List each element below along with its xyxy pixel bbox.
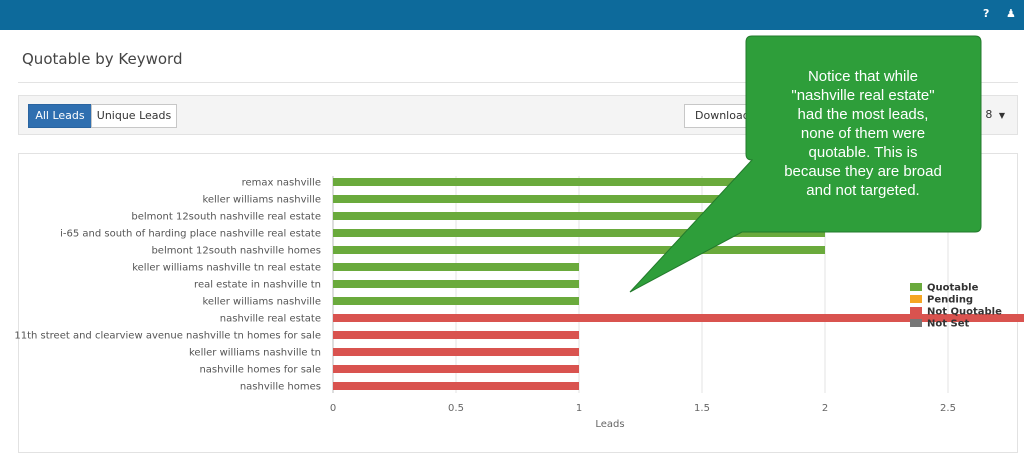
bar[interactable] [333,195,825,203]
chevron-down-icon: ▼ [998,111,1005,120]
bar[interactable] [333,263,579,271]
category-label: belmont 12south nashville homes [151,246,321,257]
callout-text-line: "nashville real estate" [791,87,934,104]
legend-swatch [910,307,922,315]
callout-text-line: quotable. This is [809,144,918,161]
bar[interactable] [333,314,1024,322]
user-icon[interactable]: ♟ [1006,7,1016,20]
category-label: keller williams nashville [202,195,321,206]
top-navigation-bar: ? ♟ [0,0,1024,30]
x-tick-label: 0.5 [448,403,464,414]
bar[interactable] [333,246,825,254]
bar[interactable] [333,382,579,390]
help-icon[interactable]: ? [983,7,990,20]
x-tick-label: 1.5 [694,403,710,414]
bar[interactable] [333,331,579,339]
category-label: real estate in nashville tn [194,280,321,291]
bar[interactable] [333,365,579,373]
legend-label: Not Set [927,319,969,330]
annotation-callout: Notice that while "nashville real estate"… [629,35,982,293]
category-label: keller williams nashville tn real estate [132,263,321,274]
bar[interactable] [333,297,579,305]
x-tick-label: 2.5 [940,403,956,414]
category-label: remax nashville [242,178,321,189]
callout-text-line: and not targeted. [806,182,919,199]
x-tick-label: 2 [822,403,828,414]
callout-text-line: because they are broad [784,163,942,180]
legend-swatch [910,283,922,291]
bar[interactable] [333,348,579,356]
title-divider [18,82,1018,83]
legend-label: Quotable [927,283,979,294]
keyword-bar-chart: remax nashville keller williams nashville… [14,35,1024,430]
category-label: nashville real estate [220,314,321,325]
legend-label: Pending [927,295,973,306]
x-tick-label: 1 [576,403,582,414]
x-axis-label: Leads [595,419,624,430]
category-label: keller williams nashville tn [189,348,321,359]
bar[interactable] [333,212,825,220]
legend-swatch [910,319,922,327]
callout-text-line: none of them were [801,125,925,142]
callout-text-line: had the most leads, [798,106,929,123]
category-label: i-65 and south of harding place nashvill… [60,229,321,240]
callout-text-line: Notice that while [808,68,918,85]
page-title: Quotable by Keyword [22,50,183,68]
bar[interactable] [333,229,825,237]
legend-swatch [910,295,922,303]
category-label: nashville homes [240,382,321,393]
x-tick-label: 0 [330,403,336,414]
date-range-value: 8 [985,108,993,121]
unique-leads-button[interactable]: Unique Leads [91,104,177,128]
callout-bubble [629,35,982,293]
legend-label: Not Quotable [927,307,1002,318]
date-range-select[interactable]: 8 ▼ [959,104,1011,128]
category-label: keller williams nashville [202,297,321,308]
bar[interactable] [333,178,825,186]
category-label: nashville homes for sale [199,365,321,376]
bar[interactable] [333,280,579,288]
category-label: belmont 12south nashville real estate [131,212,321,223]
category-label: 11th street and clearview avenue nashvil… [14,331,321,342]
